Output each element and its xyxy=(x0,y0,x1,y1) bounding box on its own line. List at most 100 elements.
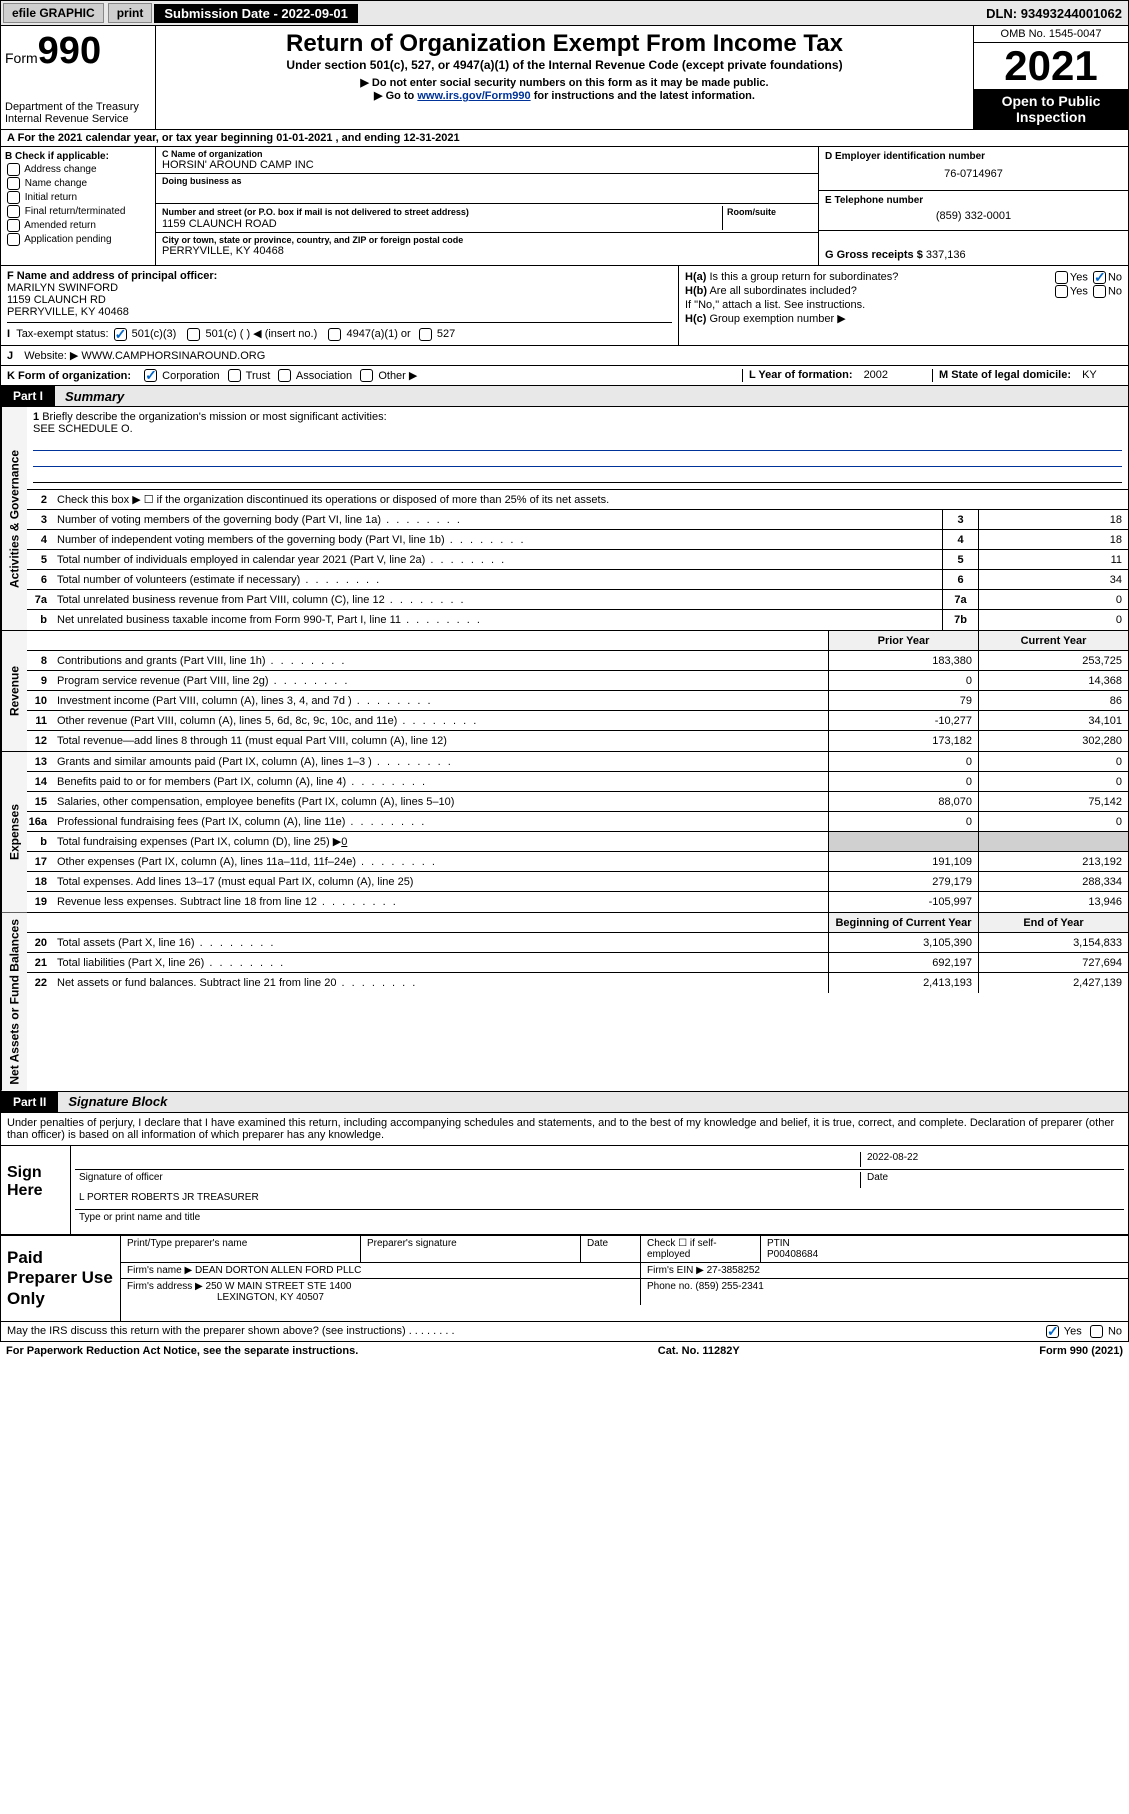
vtab-expenses: Expenses xyxy=(1,752,27,912)
prior-year-hdr: Prior Year xyxy=(828,631,978,650)
header-right: OMB No. 1545-0047 2021 Open to Public In… xyxy=(973,26,1128,129)
line7b: Net unrelated business taxable income fr… xyxy=(53,612,942,628)
officer-addr2: PERRYVILLE, KY 40468 xyxy=(7,306,129,318)
v4: 18 xyxy=(978,530,1128,549)
omb-number: OMB No. 1545-0047 xyxy=(974,26,1128,43)
cb-corp[interactable] xyxy=(144,369,157,382)
topbar: efile GRAPHIC print Submission Date - 20… xyxy=(0,0,1129,26)
efile-button[interactable]: efile GRAPHIC xyxy=(3,3,104,23)
v6: 34 xyxy=(978,570,1128,589)
footer-row: For Paperwork Reduction Act Notice, see … xyxy=(0,1342,1129,1360)
paid-preparer-block: Paid Preparer Use Only Print/Type prepar… xyxy=(1,1234,1128,1321)
website-label: Website: ▶ xyxy=(24,350,78,362)
cb-final-return[interactable]: Final return/terminated xyxy=(5,205,151,218)
cb-address-change[interactable]: Address change xyxy=(5,163,151,176)
c15: 75,142 xyxy=(978,792,1128,811)
p8: 183,380 xyxy=(828,651,978,670)
v7b: 0 xyxy=(978,610,1128,630)
block-bcd: B Check if applicable: Address change Na… xyxy=(0,147,1129,266)
line22: Net assets or fund balances. Subtract li… xyxy=(53,975,828,991)
c18: 288,334 xyxy=(978,872,1128,891)
cb-hb-yes[interactable] xyxy=(1055,285,1068,298)
cb-name-change[interactable]: Name change xyxy=(5,177,151,190)
sig-officer-label: Signature of officer xyxy=(79,1172,860,1188)
firm-addr1: 250 W MAIN STREET STE 1400 xyxy=(206,1281,352,1292)
org-name: HORSIN' AROUND CAMP INC xyxy=(162,159,812,171)
form-header: Form990 Department of the Treasury Inter… xyxy=(0,26,1129,130)
line16b: Total fundraising expenses (Part IX, col… xyxy=(53,833,828,850)
hc-label: Group exemption number ▶ xyxy=(709,313,845,325)
line4: Number of independent voting members of … xyxy=(53,532,942,548)
ein-value: 76-0714967 xyxy=(825,162,1122,186)
c16a: 0 xyxy=(978,812,1128,831)
self-employed-check[interactable]: Check ☐ if self-employed xyxy=(641,1236,761,1262)
firm-addr2: LEXINGTON, KY 40507 xyxy=(217,1292,324,1303)
line5: Total number of individuals employed in … xyxy=(53,552,942,568)
p22: 2,413,193 xyxy=(828,973,978,993)
cb-trust[interactable] xyxy=(228,369,241,382)
cb-application-pending[interactable]: Application pending xyxy=(5,233,151,246)
officer-addr1: 1159 CLAUNCH RD xyxy=(7,294,106,306)
ptin-label: PTIN xyxy=(767,1238,1122,1249)
cb-discuss-no[interactable] xyxy=(1090,1325,1103,1338)
block-fh: F Name and address of principal officer:… xyxy=(0,266,1129,346)
row-j: J Website: ▶ WWW.CAMPHORSINAROUND.ORG xyxy=(0,346,1129,366)
section-f: F Name and address of principal officer:… xyxy=(1,266,678,345)
irs-link[interactable]: www.irs.gov/Form990 xyxy=(417,90,530,102)
cb-ha-no[interactable] xyxy=(1093,271,1106,284)
cb-other[interactable] xyxy=(360,369,373,382)
mission-value: SEE SCHEDULE O. xyxy=(33,423,1122,435)
form-number: 990 xyxy=(38,30,101,72)
cb-527[interactable] xyxy=(419,328,432,341)
phone-value: (859) 255-2341 xyxy=(695,1281,763,1292)
cb-501c[interactable] xyxy=(187,328,200,341)
line19: Revenue less expenses. Subtract line 18 … xyxy=(53,894,828,910)
name-title-label: Type or print name and title xyxy=(79,1212,1120,1228)
preparer-sig-label: Preparer's signature xyxy=(361,1236,581,1262)
p12: 173,182 xyxy=(828,731,978,751)
line8: Contributions and grants (Part VIII, lin… xyxy=(53,653,828,669)
date-label: Date xyxy=(860,1172,1120,1188)
cb-amended-return[interactable]: Amended return xyxy=(5,219,151,232)
cb-initial-return[interactable]: Initial return xyxy=(5,191,151,204)
cb-assoc[interactable] xyxy=(278,369,291,382)
cb-hb-no[interactable] xyxy=(1093,285,1106,298)
c20: 3,154,833 xyxy=(978,933,1128,952)
p19: -105,997 xyxy=(828,892,978,912)
line12: Total revenue—add lines 8 through 11 (mu… xyxy=(53,733,828,749)
print-button[interactable]: print xyxy=(108,3,153,23)
row-klm: K Form of organization: Corporation Trus… xyxy=(0,366,1129,387)
hb-label: Are all subordinates included? xyxy=(709,285,856,297)
open-public: Open to Public Inspection xyxy=(974,89,1128,129)
section-d: D Employer identification number 76-0714… xyxy=(818,147,1128,265)
firm-name: DEAN DORTON ALLEN FORD PLLC xyxy=(195,1265,361,1276)
preparer-name-label: Print/Type preparer's name xyxy=(121,1236,361,1262)
paperwork-notice: For Paperwork Reduction Act Notice, see … xyxy=(6,1345,358,1357)
part1-header: Part I Summary xyxy=(0,386,1129,407)
website-value: WWW.CAMPHORSINAROUND.ORG xyxy=(81,350,265,362)
tel-value: (859) 332-0001 xyxy=(825,206,1122,226)
line21: Total liabilities (Part X, line 26) xyxy=(53,955,828,971)
firm-name-label: Firm's name ▶ xyxy=(127,1265,192,1276)
p16a: 0 xyxy=(828,812,978,831)
section-c: C Name of organization HORSIN' AROUND CA… xyxy=(156,147,818,265)
line2-disc: Check this box ▶ ☐ if the organization d… xyxy=(53,491,1128,508)
begin-year-hdr: Beginning of Current Year xyxy=(828,913,978,932)
cb-501c3[interactable] xyxy=(114,328,127,341)
officer-name-title: L PORTER ROBERTS JR TREASURER xyxy=(79,1192,1120,1207)
city-state-zip: PERRYVILLE, KY 40468 xyxy=(162,245,812,257)
ptin-value: P00408684 xyxy=(767,1249,1122,1260)
may-discuss-row: May the IRS discuss this return with the… xyxy=(0,1322,1129,1342)
form-footer: Form 990 (2021) xyxy=(1039,1345,1123,1357)
submission-date: Submission Date - 2022-09-01 xyxy=(154,4,358,23)
p17: 191,109 xyxy=(828,852,978,871)
p21: 692,197 xyxy=(828,953,978,972)
officer-name: MARILYN SWINFORD xyxy=(7,282,118,294)
perjury-declaration: Under penalties of perjury, I declare th… xyxy=(1,1113,1128,1146)
cb-discuss-yes[interactable] xyxy=(1046,1325,1059,1338)
cb-4947[interactable] xyxy=(328,328,341,341)
p15: 88,070 xyxy=(828,792,978,811)
cb-ha-yes[interactable] xyxy=(1055,271,1068,284)
section-h: H(a) Is this a group return for subordin… xyxy=(678,266,1128,345)
p20: 3,105,390 xyxy=(828,933,978,952)
